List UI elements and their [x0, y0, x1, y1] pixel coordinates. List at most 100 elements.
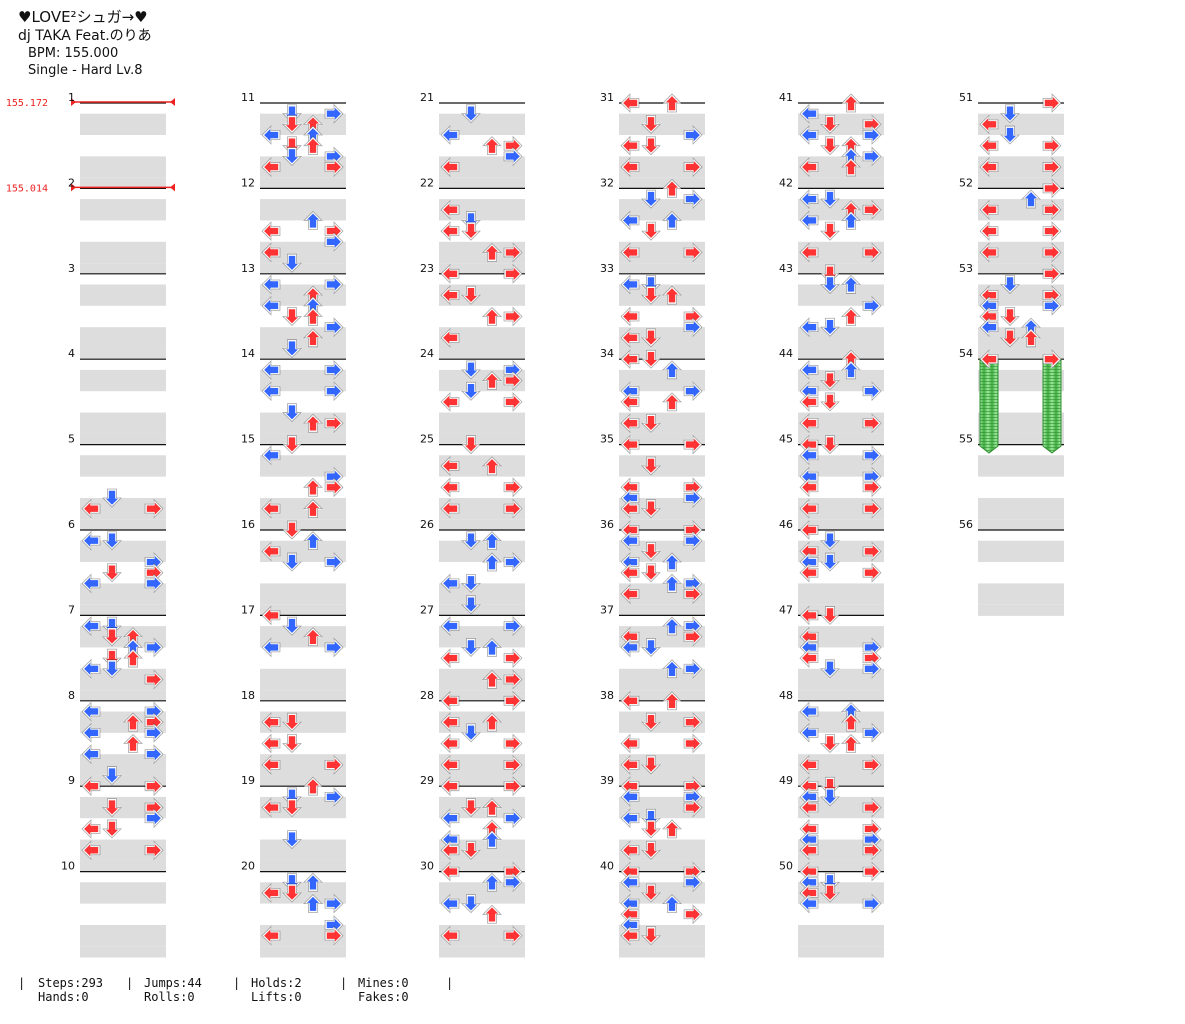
left-arrow-icon: [261, 797, 281, 818]
left-arrow-icon: [261, 498, 281, 519]
down-arrow-icon: [1000, 275, 1020, 294]
down-arrow-icon: [461, 285, 481, 305]
measure-number: 47: [779, 603, 793, 616]
up-arrow-icon: [841, 274, 861, 294]
beat-band: [798, 583, 884, 605]
beat-band: [80, 924, 166, 947]
beat-band: [80, 946, 166, 958]
left-arrow-icon: [799, 797, 819, 818]
stat-lifts: Lifts:0: [251, 990, 302, 1004]
measure-number: 48: [779, 689, 793, 702]
beat-band: [439, 497, 525, 520]
beat-band: [978, 92, 1064, 103]
measure-number: 12: [241, 176, 255, 189]
beat-band: [439, 861, 525, 872]
measure-number: 32: [600, 176, 614, 189]
left-arrow-icon: [799, 754, 819, 775]
right-arrow-icon: [1042, 135, 1062, 156]
left-arrow-icon: [440, 648, 460, 669]
up-arrow-icon: [303, 872, 323, 892]
right-arrow-icon: [862, 893, 882, 914]
beat-band: [798, 946, 884, 958]
beat-band: [260, 540, 346, 563]
beat-band: [619, 113, 705, 136]
beat-band: [978, 540, 1064, 563]
measure-number: 15: [241, 433, 255, 446]
down-arrow-icon: [282, 883, 302, 903]
left-arrow-icon: [979, 221, 999, 242]
measure-number: 40: [600, 860, 614, 873]
down-arrow-icon: [282, 307, 302, 327]
stat-fakes: Fakes:0: [358, 990, 409, 1004]
left-arrow-icon: [620, 413, 640, 434]
down-arrow-icon: [820, 114, 840, 134]
right-arrow-icon: [683, 157, 703, 177]
left-arrow-icon: [620, 584, 640, 604]
beat-band: [978, 583, 1064, 605]
right-arrow-icon: [1042, 295, 1062, 316]
right-arrow-icon: [683, 626, 703, 647]
down-arrow-icon: [102, 766, 122, 786]
down-arrow-icon: [641, 136, 661, 156]
left-arrow-icon: [261, 157, 281, 177]
up-arrow-icon: [303, 894, 323, 913]
up-arrow-icon: [662, 93, 682, 113]
up-arrow-icon: [662, 178, 682, 198]
left-arrow-icon: [440, 263, 460, 284]
right-arrow-icon: [683, 872, 703, 893]
down-arrow-icon: [461, 360, 481, 380]
left-arrow-icon: [620, 637, 640, 658]
beat-band: [260, 924, 346, 947]
left-arrow-icon: [799, 391, 819, 412]
up-arrow-icon: [123, 637, 143, 657]
right-arrow-icon: [683, 125, 703, 145]
beat-band: [80, 690, 166, 701]
left-arrow-icon: [620, 274, 640, 295]
measure-number: 18: [241, 689, 255, 702]
down-arrow-icon: [641, 712, 661, 732]
down-arrow-icon: [282, 734, 302, 754]
beat-band: [619, 861, 705, 872]
down-arrow-icon: [641, 221, 661, 241]
left-arrow-icon: [799, 210, 819, 231]
up-arrow-icon: [482, 637, 502, 657]
stat-rolls: Rolls:0: [144, 990, 195, 1004]
up-arrow-icon: [662, 552, 682, 572]
left-arrow-icon: [799, 317, 819, 338]
beat-band: [798, 839, 884, 861]
beat-band: [978, 156, 1064, 178]
measure-number: 8: [68, 689, 75, 702]
down-arrow-icon: [461, 840, 481, 860]
beat-band: [798, 924, 884, 947]
down-arrow-icon: [461, 798, 481, 818]
beat-band: [439, 690, 525, 701]
measure-number: 11: [241, 91, 255, 104]
beat-band: [80, 178, 166, 188]
measure-number: 7: [68, 603, 75, 616]
beat-band: [80, 412, 166, 434]
up-arrow-icon: [841, 210, 861, 230]
measure-number: 30: [420, 860, 434, 873]
up-arrow-icon: [662, 360, 682, 380]
up-arrow-icon: [1021, 328, 1041, 348]
beat-band: [798, 156, 884, 178]
down-arrow-icon: [282, 339, 302, 359]
left-arrow-icon: [81, 658, 101, 679]
left-arrow-icon: [440, 327, 460, 348]
right-arrow-icon: [683, 242, 703, 263]
left-arrow-icon: [799, 445, 819, 466]
up-arrow-icon: [303, 306, 323, 326]
right-arrow-icon: [683, 733, 703, 754]
measure-number: 44: [779, 347, 793, 360]
down-arrow-icon: [641, 328, 661, 348]
down-arrow-icon: [102, 659, 122, 679]
left-arrow-icon: [440, 840, 460, 861]
left-arrow-icon: [979, 157, 999, 177]
up-arrow-icon: [482, 456, 502, 476]
right-arrow-icon: [862, 242, 882, 263]
beat-band: [260, 796, 346, 819]
beat-band: [798, 711, 884, 733]
beat-band: [978, 241, 1064, 264]
bpm-marker-right: [170, 98, 175, 106]
measure-number: 5: [68, 433, 75, 446]
